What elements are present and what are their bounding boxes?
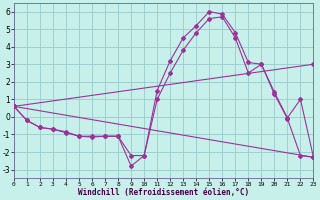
X-axis label: Windchill (Refroidissement éolien,°C): Windchill (Refroidissement éolien,°C) [78, 188, 249, 197]
